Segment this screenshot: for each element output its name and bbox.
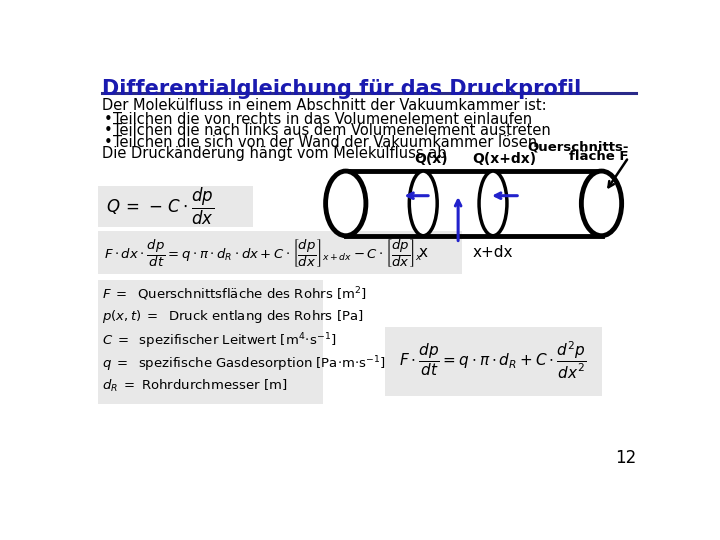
Text: 12: 12 xyxy=(615,449,636,467)
Text: Querschnitts-: Querschnitts- xyxy=(527,140,629,153)
Text: $d_R\;=$ Rohrdurchmesser [m]: $d_R\;=$ Rohrdurchmesser [m] xyxy=(102,377,288,394)
Ellipse shape xyxy=(409,171,437,236)
FancyBboxPatch shape xyxy=(98,280,323,403)
Text: $Q\,=\,-\,C\cdot\dfrac{dp}{dx}$: $Q\,=\,-\,C\cdot\dfrac{dp}{dx}$ xyxy=(106,186,214,227)
Text: Die Druckänderung hängt vom Melekülfluss ab: Die Druckänderung hängt vom Melekülfluss… xyxy=(102,146,446,161)
Text: Teilchen die von rechts in das Volumenelement einlaufen: Teilchen die von rechts in das Volumenel… xyxy=(113,112,532,127)
FancyBboxPatch shape xyxy=(98,186,253,226)
Text: fläche F: fläche F xyxy=(569,150,629,164)
FancyBboxPatch shape xyxy=(98,231,462,274)
Ellipse shape xyxy=(325,171,366,236)
Text: Teilchen die nach links aus dem Volumenelement austreten: Teilchen die nach links aus dem Volumene… xyxy=(113,123,551,138)
Ellipse shape xyxy=(581,171,621,236)
Text: Teilchen die sich von der Wand der Vakuumkammer lösen: Teilchen die sich von der Wand der Vakuu… xyxy=(113,135,537,150)
Text: •: • xyxy=(104,112,113,127)
Text: x+dx: x+dx xyxy=(473,245,513,260)
Text: $F \cdot dx \cdot \dfrac{dp}{dt} = q \cdot \pi \cdot d_R \cdot dx + C \cdot \lef: $F \cdot dx \cdot \dfrac{dp}{dt} = q \cd… xyxy=(104,237,423,269)
Text: $F\;=\;$ Querschnittsfläche des Rohrs [m$^2$]: $F\;=\;$ Querschnittsfläche des Rohrs [m… xyxy=(102,285,367,302)
Text: $C\;=\;$ spezifischer Leitwert [m$^4\!\cdot\!$s$^{-1}$]: $C\;=\;$ spezifischer Leitwert [m$^4\!\c… xyxy=(102,331,337,351)
Text: Q(x): Q(x) xyxy=(414,152,448,166)
Text: Differentialgleichung für das Druckprofil: Differentialgleichung für das Druckprofi… xyxy=(102,79,581,99)
Text: $p(x,t)\;=\;$ Druck entlang des Rohrs [Pa]: $p(x,t)\;=\;$ Druck entlang des Rohrs [P… xyxy=(102,308,364,325)
Ellipse shape xyxy=(479,171,507,236)
FancyBboxPatch shape xyxy=(384,327,601,396)
Text: $F \cdot \dfrac{dp}{dt} = q \cdot \pi \cdot d_R + C \cdot \dfrac{d^2p}{dx^2}$: $F \cdot \dfrac{dp}{dt} = q \cdot \pi \c… xyxy=(400,340,587,381)
Text: Der Molekülfluss in einem Abschnitt der Vakuumkammer ist:: Der Molekülfluss in einem Abschnitt der … xyxy=(102,98,546,113)
Text: •: • xyxy=(104,123,113,138)
Text: $q\;=\;$ spezifische Gasdesorption [Pa$\cdot$m$\cdot$s$^{-1}$]: $q\;=\;$ spezifische Gasdesorption [Pa$\… xyxy=(102,354,386,374)
Text: •: • xyxy=(104,135,113,150)
Text: Q(x+dx): Q(x+dx) xyxy=(472,152,536,166)
Text: x: x xyxy=(419,245,428,260)
